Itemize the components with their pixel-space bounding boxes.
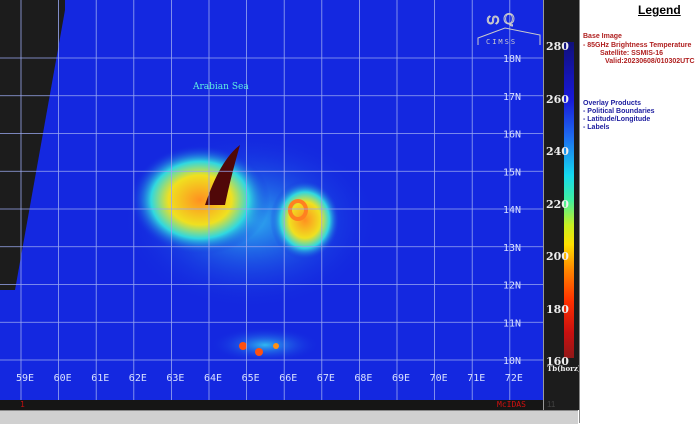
longitude-label: 68E (354, 373, 372, 384)
status-bar (0, 410, 578, 424)
storm-eyewall (270, 180, 340, 260)
colorbar-tick: 260 (546, 92, 569, 106)
overlay-item: - Political Boundaries (583, 108, 655, 115)
colorbar-tick: 180 (546, 302, 569, 316)
longitude-label: 70E (430, 373, 448, 384)
cimss-logo: CIMSS ഗ Q (477, 12, 541, 46)
colorbar-unit: Tb(horz) (547, 364, 582, 373)
footer-strip (0, 400, 543, 410)
legend-panel: Legend Base Image - 85GHz Brightness Tem… (579, 0, 698, 423)
longitude-label: 69E (392, 373, 410, 384)
base-image-heading: Base Image (583, 33, 622, 40)
latitude-label: 15N (503, 167, 521, 178)
longitude-label: 71E (467, 373, 485, 384)
longitude-label: 62E (129, 373, 147, 384)
no-data-region (0, 0, 65, 290)
colorbar-tick: 220 (546, 197, 569, 211)
storm-band (130, 145, 270, 255)
storm-eye (288, 199, 308, 221)
latitude-label: 10N (503, 356, 521, 367)
overlay-item: - Latitude/Longitude (583, 116, 651, 123)
colorbar-tick: 240 (546, 145, 569, 158)
longitude-label: 61E (91, 373, 109, 384)
valid-time: Valid:20230608/010302UTC (605, 58, 695, 65)
overlay-item: - Labels (583, 124, 610, 131)
frame-number: 1 (20, 400, 25, 409)
longitude-label: 63E (166, 373, 184, 384)
latitude-label: 17N (503, 92, 521, 103)
convection-core (205, 145, 240, 205)
longitude-label: 66E (279, 373, 297, 384)
longitude-label: 67E (317, 373, 335, 384)
latitude-label: 16N (503, 130, 521, 141)
place-label: Arabian Sea (192, 82, 249, 92)
colorbar-panel: 280 260 240 220 200 180 160 Tb(horz) 11 (543, 0, 582, 410)
latitude-label: 12N (503, 281, 521, 292)
latitude-label: 13N (503, 243, 521, 254)
satellite-info: Satellite: SSMIS-16 (600, 50, 664, 57)
cloud-cluster (210, 327, 320, 363)
longitude-label: 65E (242, 373, 260, 384)
satellite-image-map: 59E 60E 61E 62E 63E 64E 65E 66E 67E 68E 69E 70E 71E 7… (0, 0, 543, 400)
longitude-label: 59E (16, 373, 34, 384)
longitude-label: 64E (204, 373, 222, 384)
colorbar (564, 42, 574, 358)
mcidas-label: McIDAS (497, 400, 526, 409)
overlay-heading: Overlay Products (583, 100, 641, 107)
map-canvas: 59E 60E 61E 62E 63E 64E 65E 66E 67E 68E 69E 70E 71E 7… (0, 0, 543, 400)
latitude-label: 11N (503, 318, 521, 329)
svg-text:ഗ Q: ഗ Q (486, 12, 515, 28)
colorbar-tick: 160 (546, 355, 569, 368)
latitude-label: 14N (503, 205, 521, 216)
svg-text:CIMSS: CIMSS (486, 38, 517, 46)
legend-title: Legend (638, 3, 681, 17)
colorbar-tick: 280 (546, 40, 569, 53)
colorbar-extra: 11 (547, 400, 556, 409)
latitude-label: 18N (503, 54, 521, 65)
longitude-label: 72E (505, 373, 523, 384)
base-image-item: - 85GHz Brightness Temperature (583, 42, 692, 49)
longitude-label: 60E (54, 373, 72, 384)
colorbar-tick: 200 (546, 250, 569, 263)
